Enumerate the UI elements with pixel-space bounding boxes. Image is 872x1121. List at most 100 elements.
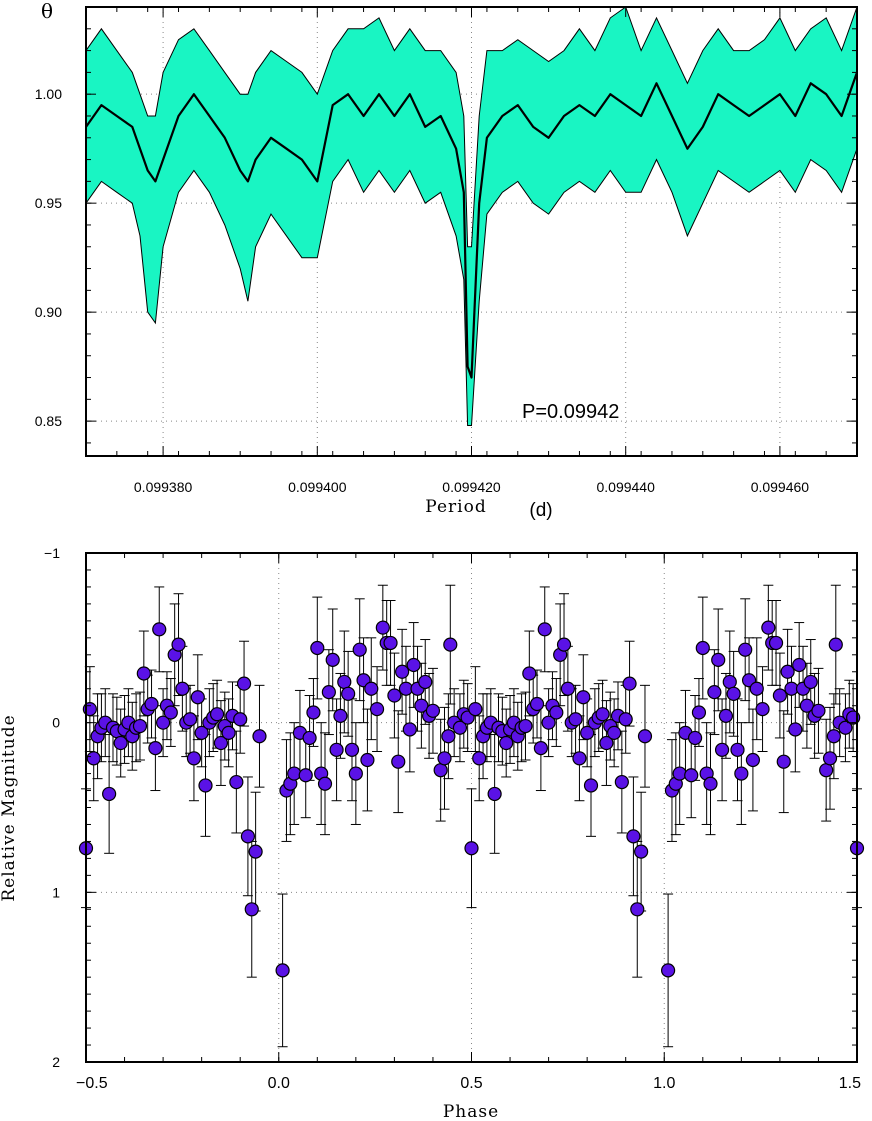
data-point (618, 712, 633, 727)
data-point (687, 730, 703, 746)
data-point (275, 963, 290, 978)
data-point (306, 705, 321, 720)
bottom-y-tick-label: 2 (52, 1054, 60, 1070)
data-point (560, 681, 575, 696)
data-point (244, 902, 259, 917)
theta-mean-line (85, 72, 859, 379)
bottom-y-axis-title: Relative Magnitude (0, 714, 19, 901)
data-point (703, 776, 718, 791)
top-x-tick-label: 0.099380 (134, 479, 193, 495)
data-point (452, 720, 468, 735)
data-point (364, 681, 379, 696)
data-point (549, 705, 564, 720)
data-point (819, 763, 834, 778)
data-point (240, 829, 256, 844)
data-point (369, 701, 385, 717)
data-point (776, 754, 791, 769)
data-point (583, 778, 599, 793)
data-point (383, 635, 398, 651)
top-x-tick-label: 0.099420 (442, 479, 501, 495)
data-point (443, 637, 458, 652)
data-point (745, 752, 761, 768)
data-point (102, 786, 117, 802)
data-point (317, 776, 333, 791)
data-point (395, 664, 410, 679)
data-point (722, 674, 737, 690)
data-point (248, 844, 263, 859)
data-point (375, 620, 390, 635)
data-point (321, 685, 336, 700)
bottom-axis-ticks: −0.5 0.0 0.5 1.0 1.5 −1 0 1 2 (44, 545, 861, 1092)
data-point (518, 718, 533, 734)
theta-periodogram-panel: 0.099380 0.099400 0.099420 0.099440 0.099460… (35, 0, 859, 521)
data-point (156, 715, 171, 730)
data-point (826, 729, 841, 744)
data-point (213, 735, 229, 751)
data-point (236, 676, 252, 691)
data-point (113, 735, 128, 751)
data-point (614, 774, 629, 790)
data-point (329, 742, 344, 757)
data-point (772, 688, 788, 703)
data-point (568, 712, 583, 727)
data-point (822, 751, 838, 766)
data-point (630, 902, 645, 917)
data-point (622, 676, 637, 691)
data-point (136, 666, 151, 681)
top-x-tick-label: 0.099440 (596, 479, 655, 495)
data-point (541, 715, 556, 730)
data-point (637, 729, 653, 744)
data-point (325, 652, 340, 667)
data-point (684, 768, 699, 783)
data-point (726, 686, 741, 701)
data-point (576, 690, 591, 705)
data-point (529, 696, 545, 712)
data-point (298, 768, 313, 783)
top-y-tick-label: 1.00 (35, 86, 62, 102)
top-x-axis-unit: (d) (529, 500, 552, 521)
data-point (198, 778, 213, 793)
data-point (499, 735, 514, 751)
data-point (233, 712, 248, 727)
data-point (472, 751, 487, 766)
data-point (344, 742, 360, 757)
data-point (414, 698, 429, 713)
data-point (402, 722, 417, 737)
data-point (360, 752, 375, 768)
data-point (163, 705, 178, 720)
data-point (391, 754, 406, 769)
bottom-x-axis-title: Phase (443, 1102, 499, 1121)
top-y-tick-label: 0.95 (35, 195, 62, 211)
data-point (171, 637, 186, 652)
data-point (799, 698, 814, 713)
data-point (533, 741, 548, 756)
data-point (352, 642, 367, 657)
data-point (441, 729, 456, 744)
data-point (695, 640, 710, 656)
data-point (599, 735, 614, 751)
data-point (672, 766, 687, 781)
data-point (433, 763, 448, 778)
bottom-y-tick-label: −1 (44, 545, 60, 561)
period-annotation: P=0.09942 (522, 401, 619, 423)
data-point (755, 701, 770, 717)
bottom-y-tick-label: 0 (52, 715, 60, 731)
data-point (468, 701, 483, 717)
data-point (595, 707, 610, 722)
top-y-tick-label: 0.85 (35, 413, 62, 429)
data-point (607, 725, 622, 740)
data-point (828, 637, 843, 652)
bottom-x-tick-label: 0.5 (460, 1075, 482, 1092)
data-point (803, 674, 818, 690)
data-point (387, 688, 402, 703)
data-point (626, 829, 641, 844)
bottom-x-tick-label: −0.5 (76, 1075, 108, 1092)
data-point (182, 712, 198, 727)
data-point (144, 696, 159, 712)
data-point (437, 751, 452, 766)
data-point (768, 635, 784, 651)
data-point (556, 637, 572, 652)
data-point (464, 841, 479, 856)
data-point (718, 708, 734, 723)
